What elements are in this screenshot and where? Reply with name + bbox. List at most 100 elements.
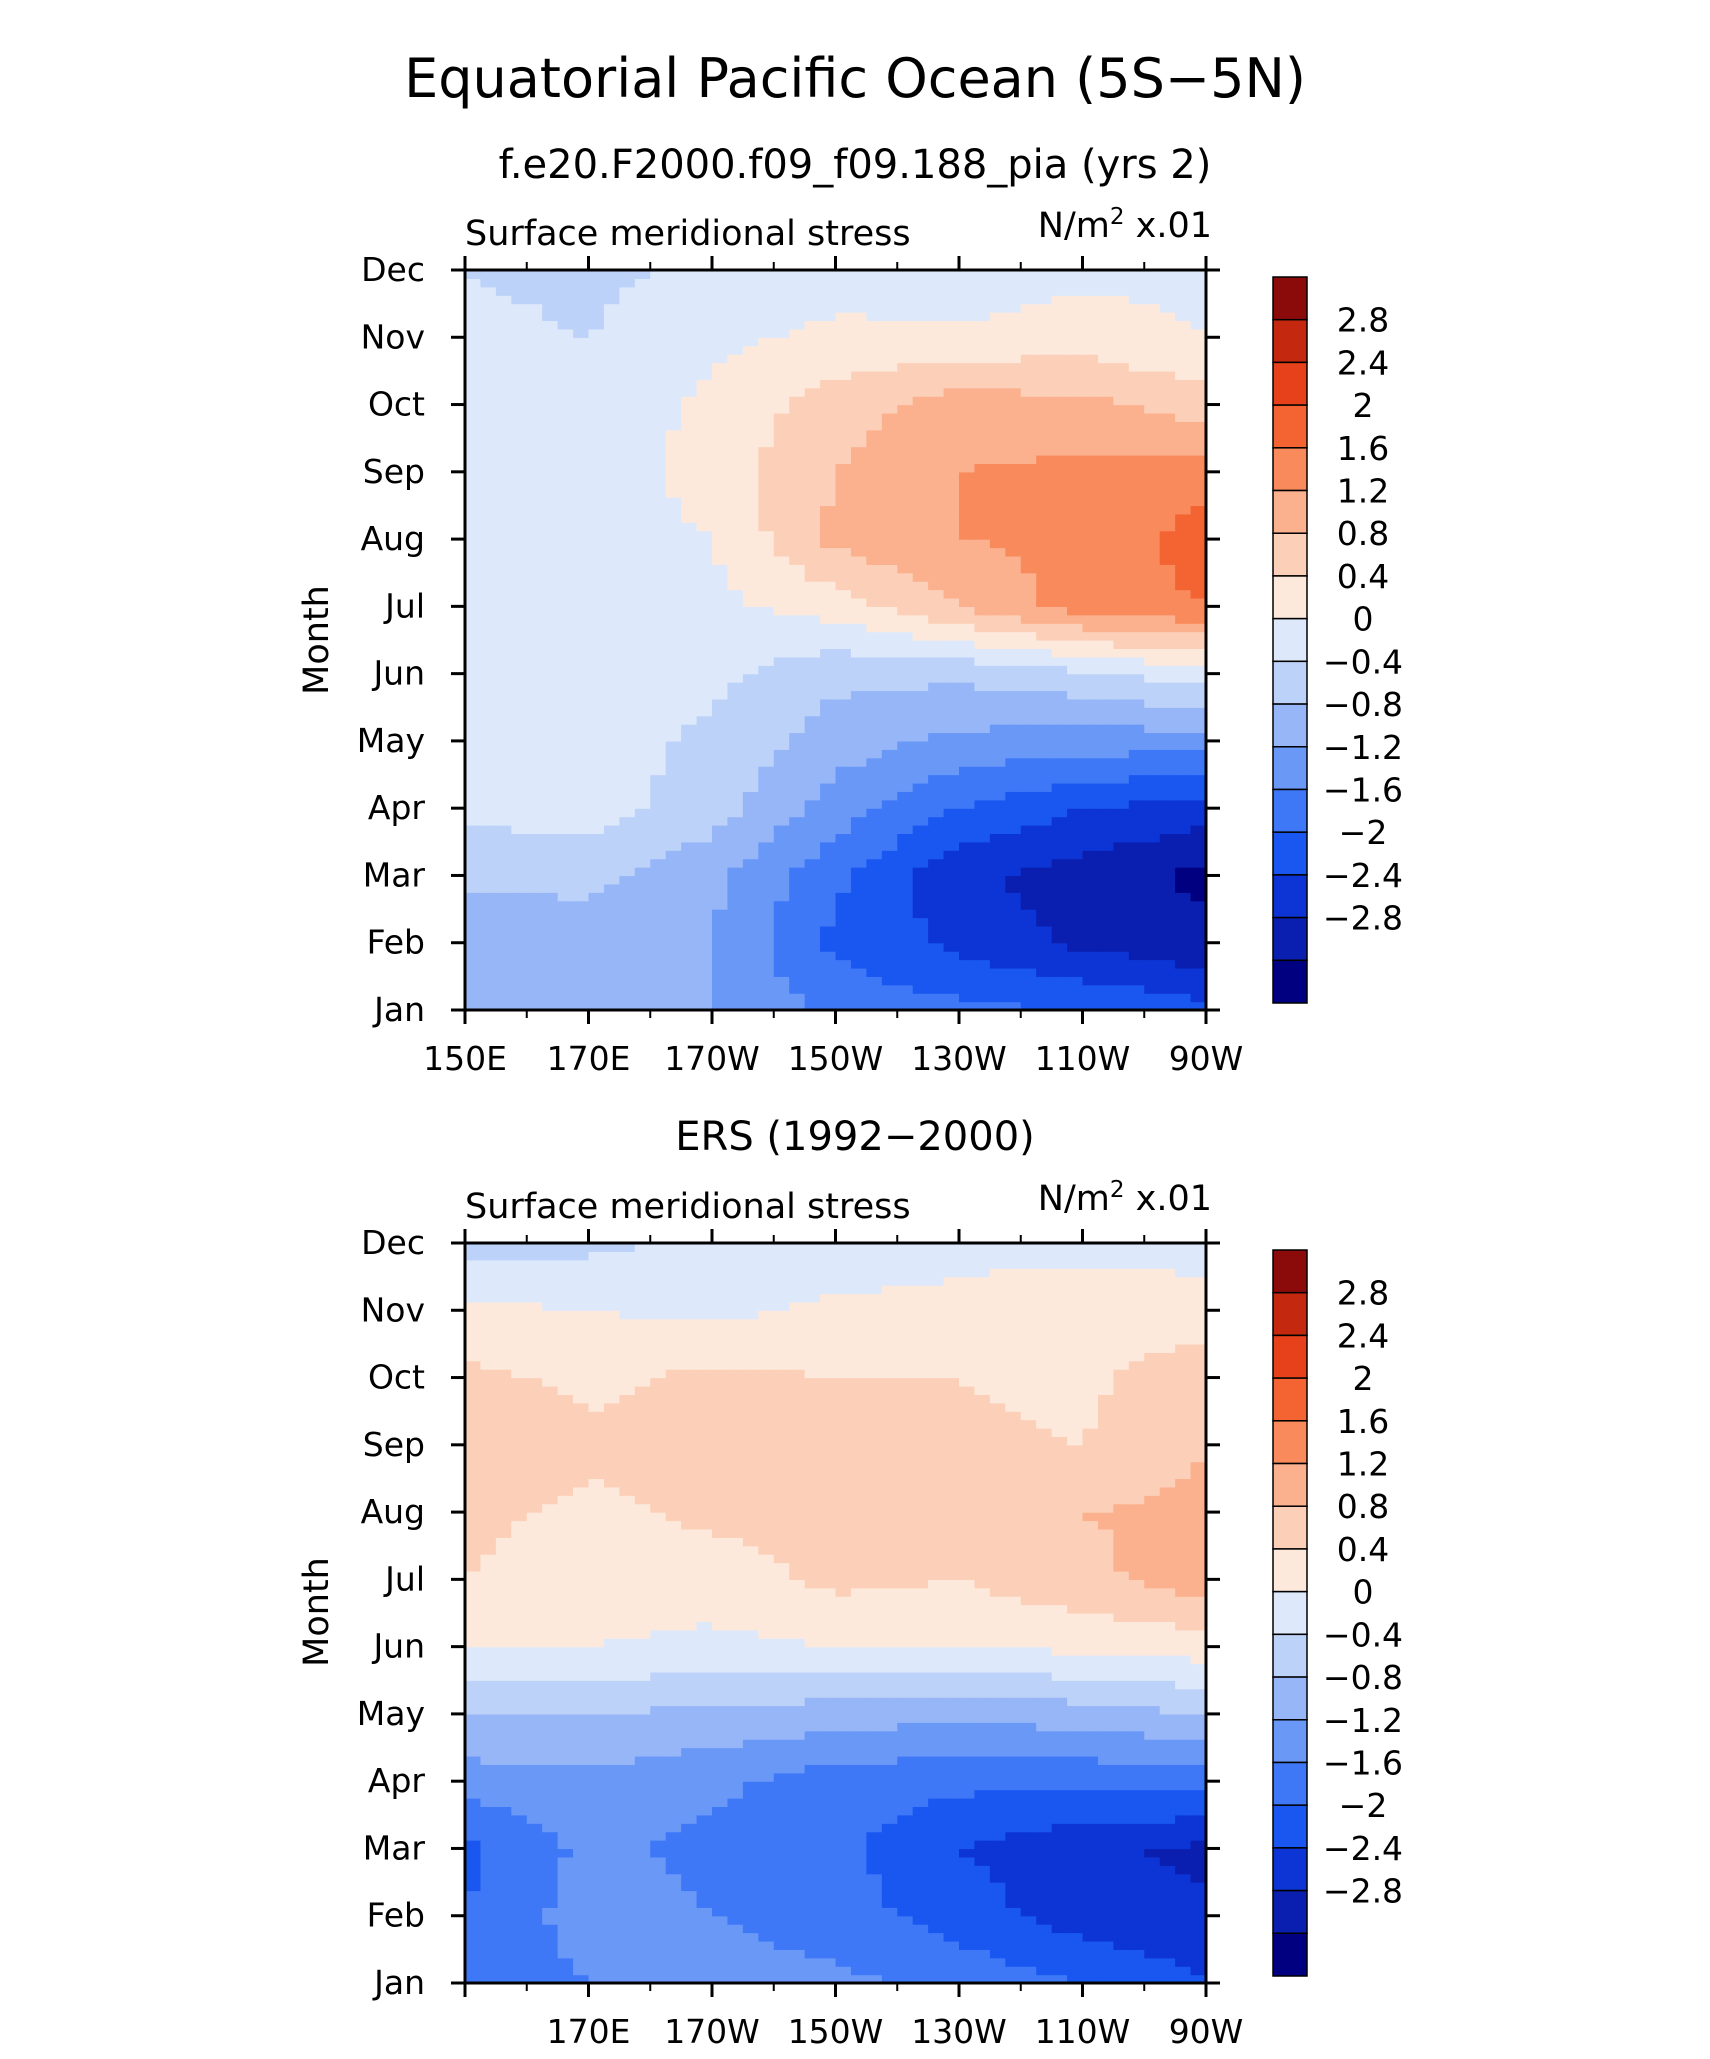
contour-cell <box>665 1898 682 1908</box>
contour-cell <box>495 555 512 565</box>
contour-cell <box>866 858 883 868</box>
contour-cell <box>866 572 883 582</box>
contour-cell <box>881 707 898 717</box>
contour-cell <box>835 597 852 607</box>
contour-cell <box>588 412 605 422</box>
contour-cell <box>820 942 837 952</box>
contour-cell <box>1113 623 1130 633</box>
contour-cell <box>573 749 590 759</box>
contour-cell <box>881 833 898 843</box>
contour-cell <box>1144 640 1161 650</box>
contour-cell <box>928 959 945 969</box>
contour-cell <box>557 648 574 658</box>
contour-cell <box>1190 337 1207 347</box>
contour-cell <box>758 867 775 877</box>
contour-cell <box>773 976 790 986</box>
contour-cell <box>1036 631 1053 641</box>
contour-cell <box>480 774 497 784</box>
contour-cell <box>712 993 729 1003</box>
contour-cell <box>573 286 590 296</box>
contour-cell <box>1051 488 1068 498</box>
contour-cell <box>742 1001 759 1011</box>
contour-cell <box>1005 774 1022 784</box>
contour-cell <box>634 892 651 902</box>
contour-cell <box>511 1957 528 1967</box>
contour-cell <box>542 883 559 893</box>
contour-cell <box>928 766 945 776</box>
contour-cell <box>665 724 682 734</box>
contour-cell <box>712 808 729 818</box>
panel-2-title: ERS (1992−2000) <box>675 1114 1035 1160</box>
contour-cell <box>773 917 790 927</box>
contour-cell <box>959 757 976 767</box>
contour-cell <box>1067 917 1084 927</box>
contour-cell <box>1005 917 1022 927</box>
contour-cell <box>989 404 1006 414</box>
contour-cell <box>573 539 590 549</box>
contour-cell <box>681 354 698 364</box>
contour-cell <box>989 429 1006 439</box>
contour-cell <box>974 362 991 372</box>
contour-cell <box>928 1915 945 1925</box>
contour-cell <box>866 925 883 935</box>
contour-cell <box>789 656 806 666</box>
contour-cell <box>1051 505 1068 515</box>
contour-cell <box>897 909 914 919</box>
contour-cell <box>1082 867 1099 877</box>
contour-cell <box>696 312 713 322</box>
contour-cell <box>650 925 667 935</box>
contour-cell <box>773 614 790 624</box>
contour-cell <box>974 690 991 700</box>
contour-cell <box>881 867 898 877</box>
contour-cell <box>1067 782 1084 792</box>
contour-cell <box>989 345 1006 355</box>
contour-cell <box>1159 825 1176 835</box>
contour-cell <box>850 1932 867 1942</box>
contour-cell <box>465 648 482 658</box>
contour-cell <box>928 505 945 515</box>
contour-cell <box>573 421 590 431</box>
contour-cell <box>603 488 620 498</box>
contour-cell <box>758 951 775 961</box>
contour-cell <box>881 530 898 540</box>
contour-cell <box>480 942 497 952</box>
contour-cell <box>1113 993 1130 1003</box>
contour-cell <box>820 1966 837 1976</box>
contour-cell <box>758 1898 775 1908</box>
contour-cell <box>1113 631 1130 641</box>
contour-cell <box>696 883 713 893</box>
contour-cell <box>1097 867 1114 877</box>
contour-cell <box>603 1882 620 1892</box>
contour-cell <box>495 799 512 809</box>
contour-cell <box>1097 488 1114 498</box>
contour-cell <box>526 1882 543 1892</box>
contour-cell <box>789 698 806 708</box>
contour-cell <box>696 959 713 969</box>
contour-cell <box>603 463 620 473</box>
contour-cell <box>603 387 620 397</box>
contour-cell <box>603 471 620 481</box>
contour-cell <box>542 673 559 683</box>
contour-cell <box>696 1932 713 1942</box>
contour-cell <box>1144 606 1161 616</box>
contour-cell <box>866 354 883 364</box>
panel-2-variable-label: Surface meridional stress <box>465 1187 911 1227</box>
contour-cell <box>1097 766 1114 776</box>
contour-cell <box>773 631 790 641</box>
contour-cell <box>681 682 698 692</box>
contour-cell <box>603 665 620 675</box>
contour-cell <box>542 513 559 523</box>
contour-cell <box>928 328 945 338</box>
contour-cell <box>1097 564 1114 574</box>
contour-cell <box>820 362 837 372</box>
contour-cell <box>480 623 497 633</box>
contour-cell <box>1082 1932 1099 1942</box>
contour-cell <box>1113 303 1130 313</box>
contour-cell <box>804 572 821 582</box>
contour-cell <box>650 1890 667 1900</box>
contour-cell <box>557 345 574 355</box>
contour-cell <box>974 1957 991 1967</box>
panel-1-variable-label: Surface meridional stress <box>465 214 911 254</box>
contour-cell <box>511 791 528 801</box>
contour-cell <box>1144 320 1161 330</box>
